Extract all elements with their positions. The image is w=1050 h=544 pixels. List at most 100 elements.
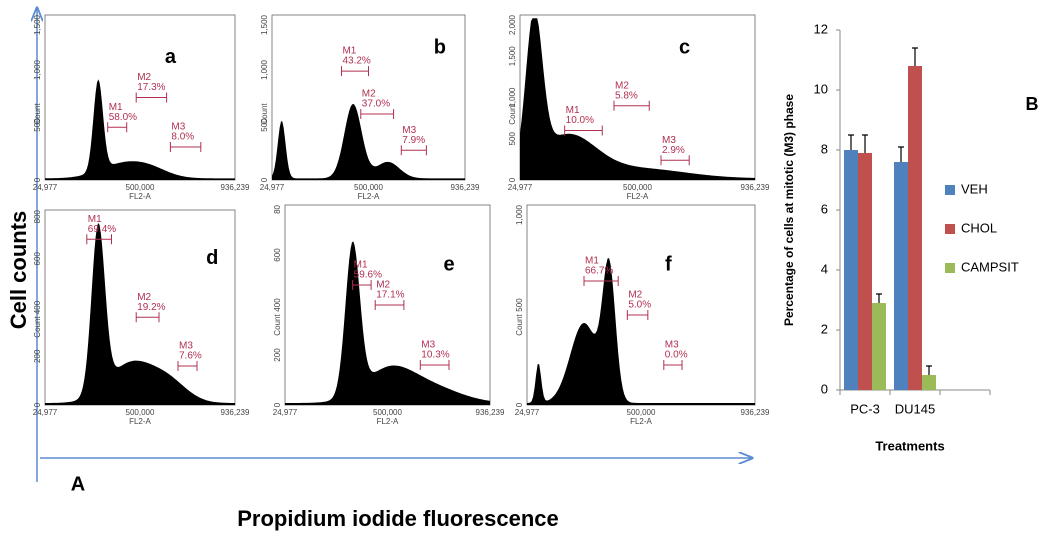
y-tick-label: 1,000	[260, 59, 269, 80]
gate-bracket	[135, 92, 168, 103]
gate-value: 59.6%	[354, 270, 382, 281]
error-bar	[926, 365, 932, 375]
gate-name: M3	[402, 125, 416, 136]
x-tick-label: 24,977	[273, 408, 298, 417]
gate-bracket	[340, 66, 369, 77]
gate-value: 66.7%	[585, 266, 613, 277]
y-tick-label: 200	[273, 348, 282, 362]
y-tick-label: 0	[821, 381, 828, 396]
x-tick-label: 500,000	[354, 183, 383, 192]
x-tick-label: 24,977	[508, 183, 533, 192]
y-tick-label: 400	[33, 300, 42, 314]
histogram	[520, 18, 755, 180]
bar	[894, 162, 908, 390]
gate-value: 10.0%	[566, 115, 594, 126]
gate-value: 58.0%	[109, 112, 137, 123]
histogram	[527, 258, 755, 405]
y-label: Cell counts	[6, 211, 31, 330]
gate-bracket	[169, 142, 202, 152]
y-tick-label: 4	[821, 261, 828, 276]
x-tick-label: 500,000	[126, 408, 155, 417]
gate-name: M3	[171, 122, 185, 133]
x-tick-label: 24,977	[33, 408, 58, 417]
gate-value: 8.0%	[171, 132, 194, 143]
gate-value: 7.9%	[402, 135, 425, 146]
y-tick-label: 2	[821, 321, 828, 336]
y-tick-label: 500	[515, 298, 524, 312]
y-tick-label: 200	[33, 349, 42, 363]
legend-label: CHOL	[961, 220, 997, 235]
gate-name: M2	[376, 280, 390, 291]
gate-name: M3	[665, 340, 679, 351]
y-tick-label: 12	[814, 21, 828, 36]
x-tick-label: 500,000	[373, 408, 402, 417]
y-tick-label: 500	[260, 118, 269, 132]
y-tick-label: 0	[260, 177, 269, 182]
gate-value: 7.6%	[179, 351, 202, 362]
x-tick-label: DU145	[895, 401, 935, 416]
bar	[844, 150, 858, 390]
gate-name: M1	[354, 260, 368, 271]
error-bar	[862, 134, 868, 153]
x-axis-label: FL2-A	[129, 192, 151, 201]
y-tick-label: 0	[33, 177, 42, 182]
gate-bracket	[177, 361, 198, 371]
x-tick-label: PC-3	[850, 401, 880, 416]
bar	[908, 66, 922, 390]
x-tick-label: 24,977	[260, 183, 285, 192]
gate-bracket	[626, 310, 649, 320]
y-tick-label: 1,000	[508, 87, 517, 108]
y-tick-label: 500	[33, 118, 42, 132]
histogram	[285, 241, 490, 405]
x-tick-label: 24,977	[515, 408, 540, 417]
bar	[872, 303, 886, 390]
y-tick-label: 1,000	[515, 204, 524, 225]
histogram	[272, 103, 465, 180]
gate-name: M3	[179, 341, 193, 352]
bar	[858, 153, 872, 390]
gate-value: 5.0%	[628, 300, 651, 311]
y-tick-label: 0	[508, 177, 517, 182]
gate-name: M2	[137, 72, 151, 83]
x-tick-label: 936,239	[221, 408, 250, 417]
x-axis-label: FL2-A	[627, 192, 649, 201]
y-axis-label: Count	[508, 103, 517, 125]
y-tick-label: 0	[273, 402, 282, 407]
gate-bracket	[107, 122, 128, 133]
panel-letter: b	[434, 36, 446, 58]
y-tick-label: 10	[814, 81, 828, 96]
y-tick-label: 0	[515, 402, 524, 407]
gate-name: M2	[362, 89, 376, 100]
y-tick-label: 600	[273, 248, 282, 262]
error-bar	[898, 146, 904, 162]
error-bar	[912, 47, 918, 66]
y-axis-label: Percentage of cells at mitotic (M3) phas…	[782, 94, 796, 326]
gate-value: 2.9%	[662, 145, 685, 156]
histogram	[45, 222, 235, 405]
x-tick-label: 500,000	[627, 408, 656, 417]
x-tick-label: 936,239	[451, 183, 480, 192]
panel-label: B	[1026, 94, 1039, 114]
x-axis-label: FL2-A	[129, 417, 151, 426]
y-tick-label: 1,500	[33, 14, 42, 35]
y-tick-label: 1,000	[33, 59, 42, 80]
gate-value: 17.1%	[376, 290, 404, 301]
gate-bracket	[360, 109, 395, 119]
x-axis-label: FL2-A	[358, 192, 380, 201]
gate-bracket	[613, 100, 650, 111]
panel-letter: c	[679, 36, 690, 58]
x-tick-label: 936,239	[221, 183, 250, 192]
legend-label: CAMPSIT	[961, 259, 1019, 274]
gate-bracket	[352, 280, 372, 290]
gate-bracket	[86, 234, 112, 245]
x-axis-label: FL2-A	[377, 417, 399, 426]
y-axis-label: Count	[515, 314, 524, 336]
gate-name: M1	[342, 46, 356, 57]
panel-letter: e	[443, 253, 454, 275]
gate-value: 69.4%	[88, 224, 116, 235]
x-tick-label: 24,977	[33, 183, 58, 192]
gate-bracket	[374, 300, 405, 310]
gate-value: 10.3%	[421, 350, 449, 361]
panel-letter: f	[665, 253, 672, 275]
y-tick-label: 1,500	[260, 14, 269, 35]
